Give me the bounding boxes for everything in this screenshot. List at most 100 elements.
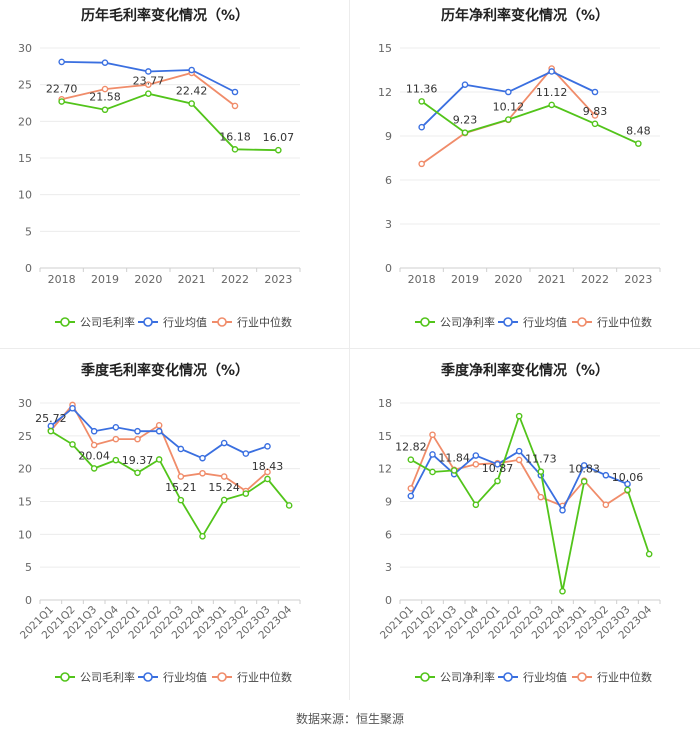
data-point-industry_median [101, 85, 109, 93]
y-tick-label: 20 [18, 463, 32, 476]
data-point-company [275, 146, 282, 154]
y-tick-label: 20 [18, 115, 32, 128]
data-label: 22.42 [176, 85, 208, 98]
y-tick-label: 10 [18, 528, 32, 541]
data-label: 15.24 [208, 481, 240, 494]
x-tick-label: 2018 [408, 273, 436, 286]
x-tick-label: 2022 [581, 273, 609, 286]
data-point-industry_avg [548, 68, 555, 75]
data-point-industry_median [602, 501, 610, 509]
data-point-company [591, 120, 599, 128]
data-point-industry_avg [472, 452, 480, 459]
data-point-company [112, 456, 120, 464]
series-line-company [626, 489, 651, 555]
data-point-company [580, 478, 588, 485]
y-tick-label: 15 [18, 496, 32, 509]
data-point-industry_avg [90, 427, 98, 435]
chart-title: 历年净利率变化情况（%） [441, 7, 609, 24]
x-tick-label: 2018 [48, 273, 76, 286]
data-label: 16.18 [219, 130, 251, 143]
y-tick-label: 25 [18, 430, 32, 443]
legend-label-industry_median: 行业中位数 [237, 315, 292, 329]
data-label: 10.12 [493, 101, 525, 114]
data-point-industry_avg [624, 480, 631, 488]
data-point-industry_median [264, 468, 271, 476]
data-point-industry_median [220, 473, 228, 480]
data-point-industry_median [155, 422, 163, 429]
data-point-company [418, 98, 425, 105]
y-tick-label: 0 [385, 262, 392, 275]
data-point-company [429, 468, 436, 476]
y-tick-label: 6 [385, 174, 392, 187]
legend-label-industry_avg: 行业均值 [523, 671, 567, 684]
data-point-industry_median [134, 435, 141, 443]
legend-label-industry_median: 行业中位数 [597, 670, 652, 684]
data-point-industry_avg [69, 404, 76, 412]
data-point-company [199, 533, 206, 540]
x-tick-label: 2019 [451, 273, 479, 286]
data-label: 19.37 [122, 454, 154, 467]
data-point-industry_avg [188, 66, 195, 74]
data-label: 11.73 [525, 453, 557, 466]
legend-marker-industry_median [577, 672, 587, 682]
legend-marker-industry_avg [503, 672, 513, 682]
data-point-industry_avg [231, 88, 239, 96]
y-tick-label: 5 [25, 225, 32, 238]
data-point-industry_avg [429, 451, 436, 458]
y-tick-label: 0 [25, 594, 32, 607]
legend-label-company: 公司毛利率 [80, 670, 135, 684]
legend-label-industry_avg: 行业均值 [163, 316, 207, 329]
legend-marker-company [420, 317, 430, 327]
series-line-company [61, 92, 279, 152]
data-point-company [548, 101, 555, 109]
data-label: 12.82 [395, 441, 427, 454]
data-point-company [537, 468, 545, 475]
data-point-company [461, 129, 469, 136]
data-point-industry_avg [418, 123, 425, 131]
data-point-industry_avg [580, 462, 588, 469]
data-point-company [505, 116, 512, 123]
series-line-industry_median [421, 67, 596, 165]
x-tick-label: 2021 [538, 273, 566, 286]
y-tick-label: 6 [385, 528, 392, 541]
data-point-industry_avg [101, 59, 109, 66]
x-tick-label: 2023 [264, 273, 292, 286]
x-tick-label: 2019 [91, 273, 119, 286]
data-point-industry_median [112, 435, 120, 443]
legend-marker-company [60, 317, 70, 327]
x-tick-label: 2021 [178, 273, 206, 286]
data-point-industry_median [407, 485, 415, 492]
data-point-company [101, 106, 109, 114]
y-tick-label: 25 [18, 79, 32, 92]
data-point-company [188, 100, 195, 107]
data-label: 21.58 [89, 91, 121, 104]
legend-marker-industry_median [217, 672, 227, 682]
y-tick-label: 12 [378, 86, 392, 99]
y-tick-label: 5 [25, 561, 32, 574]
y-tick-label: 30 [18, 397, 32, 410]
data-point-company [645, 550, 653, 558]
data-point-industry_avg [220, 439, 228, 447]
legend-marker-industry_median [577, 317, 587, 327]
legend-label-industry_median: 行业中位数 [237, 670, 292, 684]
y-tick-label: 9 [385, 130, 392, 143]
data-point-industry_avg [112, 423, 120, 431]
data-point-industry_median [537, 493, 545, 501]
y-tick-label: 18 [378, 397, 392, 410]
data-label: 10.06 [612, 471, 644, 484]
data-point-company [58, 98, 65, 105]
data-label: 16.07 [263, 131, 295, 144]
data-point-company [47, 427, 55, 435]
data-label: 25.72 [35, 412, 67, 425]
data-label: 10.83 [568, 462, 600, 475]
legend-label-company: 公司净利率 [440, 315, 495, 329]
legend-label-industry_avg: 行业均值 [523, 316, 567, 329]
data-point-company [177, 496, 185, 504]
legend-marker-industry_avg [143, 672, 153, 682]
data-label: 15.21 [165, 481, 197, 494]
data-point-industry_median [472, 460, 480, 468]
data-point-industry_median [231, 102, 239, 110]
legend-label-industry_avg: 行业均值 [163, 671, 207, 684]
x-tick-label: 2022 [221, 273, 249, 286]
data-point-industry_avg [505, 88, 512, 96]
